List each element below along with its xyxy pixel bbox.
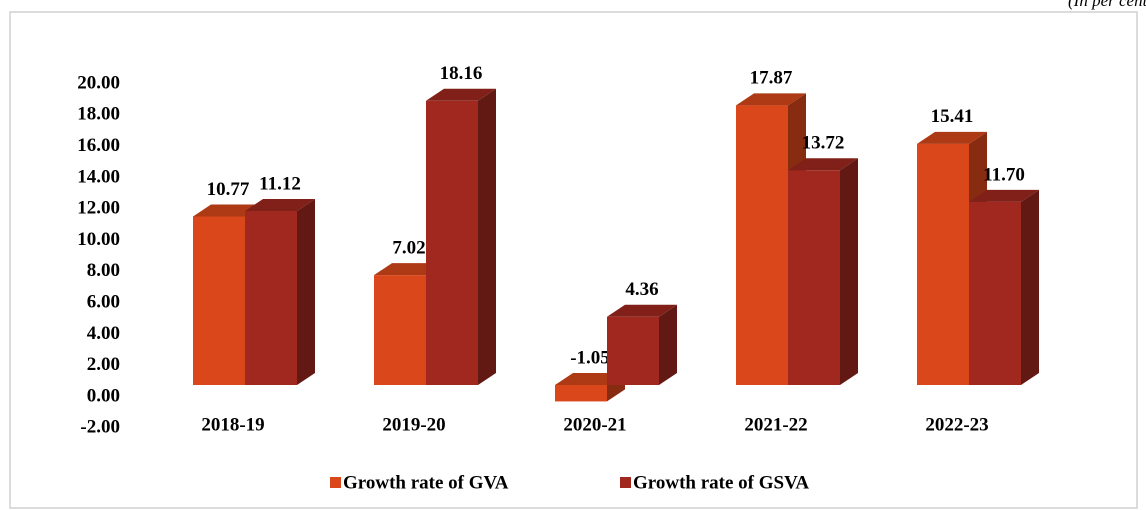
bar-top [426, 88, 496, 101]
bar [426, 100, 478, 386]
data-label: 7.02 [392, 237, 425, 258]
subtitle: (In per cent) [1068, 0, 1146, 10]
y-tick-label: 16.00 [77, 135, 120, 156]
bar [736, 105, 788, 385]
bar [555, 385, 607, 402]
x-tick-label: 2019-20 [382, 414, 445, 435]
bar-side [478, 88, 496, 386]
x-tick-label: 2022-23 [925, 414, 988, 435]
bar-top [607, 304, 677, 317]
bar [969, 201, 1021, 385]
bar-top [736, 93, 806, 106]
legend-swatch [330, 477, 341, 488]
bar [193, 216, 245, 385]
bar [607, 316, 659, 385]
x-tick-label: 2018-19 [201, 414, 264, 435]
y-tick-label: 2.00 [87, 354, 120, 375]
data-label: 11.70 [983, 164, 1025, 185]
bar-side [1021, 189, 1039, 385]
data-label: 11.12 [259, 173, 301, 194]
bar [374, 275, 426, 385]
bar-top [245, 198, 315, 211]
y-tick-label: 4.00 [87, 323, 120, 344]
y-tick-label: 18.00 [77, 104, 120, 125]
data-label: 15.41 [931, 106, 974, 127]
y-tick-label: 12.00 [77, 198, 120, 219]
bar-side [840, 158, 858, 385]
y-tick-label: 20.00 [77, 72, 120, 93]
data-label: 10.77 [207, 179, 250, 200]
legend-swatch [620, 477, 631, 488]
data-label: 17.87 [750, 68, 793, 89]
y-tick-label: 10.00 [77, 229, 120, 250]
x-tick-label: 2020-21 [563, 414, 626, 435]
bar [788, 170, 840, 385]
bar-side [659, 304, 677, 385]
y-tick-label: 8.00 [87, 260, 120, 281]
bar-top [788, 158, 858, 171]
data-label: 4.36 [625, 279, 658, 300]
bar-side [297, 198, 315, 385]
y-tick-label: 6.00 [87, 291, 120, 312]
bar [917, 143, 969, 385]
legend-label: Growth rate of GVA [343, 472, 509, 493]
data-label: 13.72 [802, 133, 845, 154]
bar [245, 210, 297, 385]
data-label: 18.16 [440, 63, 483, 84]
y-tick-label: 0.00 [87, 385, 120, 406]
y-tick-label: -2.00 [80, 417, 120, 438]
bar-top [969, 189, 1039, 202]
data-label: -1.05 [570, 347, 610, 368]
x-tick-label: 2021-22 [744, 414, 807, 435]
bar-top [917, 131, 987, 144]
legend-label: Growth rate of GSVA [633, 472, 809, 493]
y-tick-label: 14.00 [77, 166, 120, 187]
